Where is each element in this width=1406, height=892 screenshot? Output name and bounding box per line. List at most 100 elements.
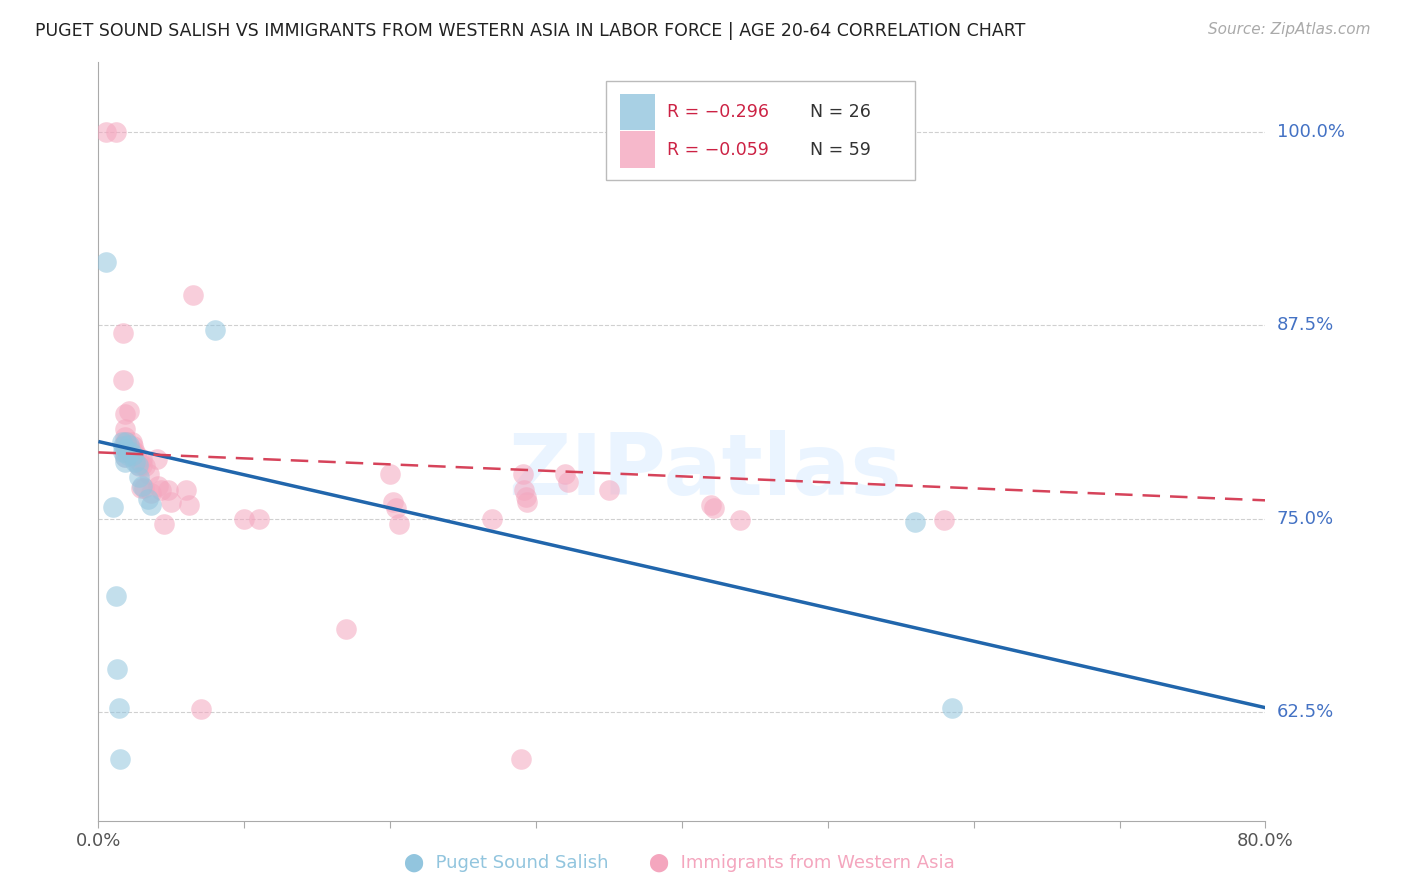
Text: R = −0.296: R = −0.296 <box>666 103 769 120</box>
Point <box>114 434 136 449</box>
Point <box>703 501 725 516</box>
Point <box>128 470 150 484</box>
Point <box>94 125 117 139</box>
Point <box>136 491 159 506</box>
Bar <box>620 131 655 168</box>
Point <box>380 467 402 481</box>
Point <box>177 498 200 512</box>
Point <box>554 467 576 481</box>
Point <box>115 434 138 449</box>
Point <box>132 481 155 495</box>
Point <box>247 512 270 526</box>
Point <box>114 422 136 436</box>
FancyBboxPatch shape <box>606 81 915 180</box>
Point <box>124 455 146 469</box>
Point <box>700 498 723 512</box>
Point <box>153 516 176 531</box>
Point <box>513 483 536 497</box>
Point <box>112 445 135 459</box>
Point <box>204 323 226 337</box>
Point <box>335 622 357 636</box>
Point <box>181 287 204 301</box>
Point <box>101 500 124 514</box>
Point <box>131 458 153 472</box>
Point <box>139 485 162 500</box>
Point <box>233 512 256 526</box>
Point <box>110 752 132 766</box>
Point <box>114 430 136 444</box>
Point <box>105 662 128 676</box>
Point <box>131 451 153 466</box>
Point <box>157 483 180 497</box>
Point <box>120 445 142 459</box>
Text: R = −0.059: R = −0.059 <box>666 141 769 159</box>
Point <box>121 434 143 449</box>
Point <box>117 449 139 463</box>
Point <box>134 459 156 474</box>
Point <box>117 439 139 453</box>
Point <box>125 449 148 463</box>
Point <box>512 467 534 481</box>
Point <box>129 481 152 495</box>
Point <box>120 449 142 463</box>
Text: 87.5%: 87.5% <box>1277 317 1334 334</box>
Point <box>160 495 183 509</box>
Point <box>104 125 127 139</box>
Point <box>104 589 127 603</box>
Point <box>112 326 135 341</box>
Point <box>515 490 537 504</box>
Point <box>112 439 135 453</box>
Point <box>118 437 141 451</box>
Text: ZIPatlas: ZIPatlas <box>509 430 903 514</box>
Point <box>190 702 212 716</box>
Point <box>111 434 134 449</box>
Point <box>115 434 138 449</box>
Point <box>131 479 153 493</box>
Point <box>139 498 162 512</box>
Point <box>382 495 405 509</box>
Point <box>114 407 136 421</box>
Point <box>124 445 146 459</box>
Point <box>114 450 136 464</box>
Point <box>934 513 956 527</box>
Point <box>114 455 136 469</box>
Point <box>112 373 135 387</box>
Point <box>127 453 149 467</box>
Text: N = 26: N = 26 <box>810 103 872 120</box>
Point <box>146 451 169 466</box>
Point <box>122 449 145 463</box>
Point <box>118 403 141 417</box>
Text: PUGET SOUND SALISH VS IMMIGRANTS FROM WESTERN ASIA IN LABOR FORCE | AGE 20-64 CO: PUGET SOUND SALISH VS IMMIGRANTS FROM WE… <box>35 22 1025 40</box>
Point <box>114 439 136 453</box>
Point <box>481 512 503 526</box>
Point <box>174 483 197 497</box>
Point <box>904 515 927 529</box>
Point <box>138 467 160 481</box>
Text: ⬤  Immigrants from Western Asia: ⬤ Immigrants from Western Asia <box>648 854 955 872</box>
Point <box>516 495 538 509</box>
Point <box>114 450 136 464</box>
Text: 100.0%: 100.0% <box>1277 123 1344 141</box>
Point <box>115 442 138 457</box>
Point <box>94 255 117 269</box>
Point <box>148 479 170 493</box>
Point <box>557 475 579 489</box>
Point <box>127 458 149 472</box>
Text: ⬤  Puget Sound Salish: ⬤ Puget Sound Salish <box>404 854 609 872</box>
Text: 62.5%: 62.5% <box>1277 703 1334 722</box>
Point <box>120 442 142 457</box>
Point <box>128 459 150 474</box>
Bar <box>620 94 655 130</box>
Text: Source: ZipAtlas.com: Source: ZipAtlas.com <box>1208 22 1371 37</box>
Point <box>941 700 963 714</box>
Text: 75.0%: 75.0% <box>1277 510 1334 528</box>
Point <box>730 513 752 527</box>
Text: N = 59: N = 59 <box>810 141 872 159</box>
Point <box>108 700 131 714</box>
Point <box>385 501 408 516</box>
Point <box>510 752 533 766</box>
Point <box>114 445 136 459</box>
Point <box>388 516 411 531</box>
Point <box>122 439 145 453</box>
Point <box>150 483 173 497</box>
